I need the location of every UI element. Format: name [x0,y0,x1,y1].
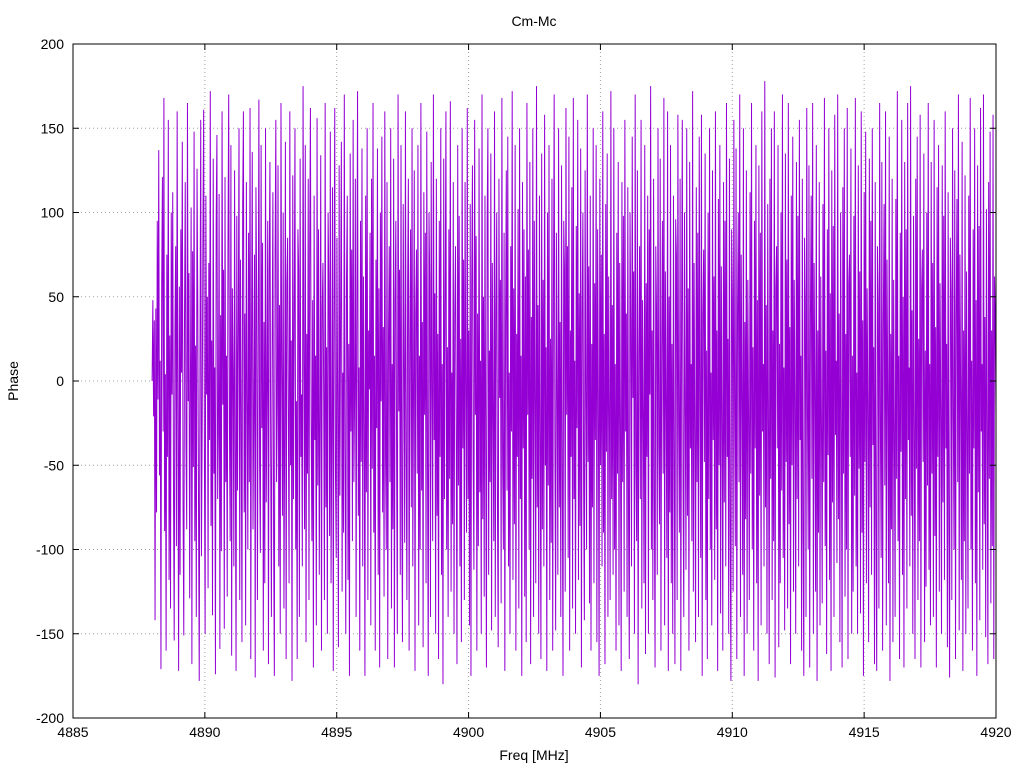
x-tick-label: 4910 [717,724,748,740]
chart-title: Cm-Mc [511,13,556,29]
y-tick-label: -150 [36,626,64,642]
series-line [151,81,997,685]
x-axis-label: Freq [MHz] [499,747,568,763]
y-tick-label: 50 [48,289,64,305]
y-tick-label: 200 [41,36,65,52]
series-layer [151,81,997,685]
y-tick-label: -200 [36,710,64,726]
y-tick-label: 0 [56,373,64,389]
x-tick-label: 4895 [321,724,352,740]
y-tick-label: -50 [44,457,64,473]
x-tick-label: 4900 [453,724,484,740]
tick-layer: 4885 4890 4895 4900 4905 4910 4915 4920 -200 -150… [36,36,1012,740]
x-tick-label: 4915 [849,724,880,740]
x-tick-label: 4885 [57,724,88,740]
y-axis-label: Phase [5,361,21,401]
x-tick-label: 4920 [980,724,1011,740]
y-tick-label: -100 [36,542,64,558]
x-tick-label: 4890 [189,724,220,740]
x-tick-label: 4905 [585,724,616,740]
y-tick-label: 150 [41,120,65,136]
y-tick-label: 100 [41,205,65,221]
